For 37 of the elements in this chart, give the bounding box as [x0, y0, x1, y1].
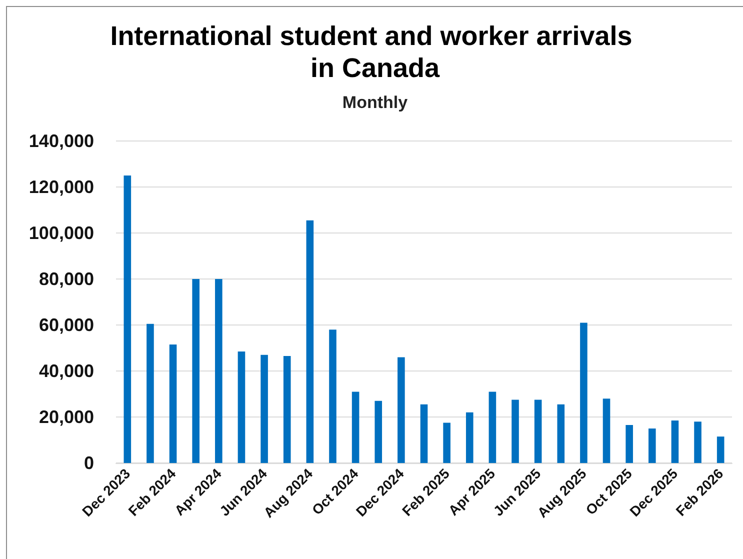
bar: [260, 354, 268, 463]
bar: [146, 324, 154, 463]
bar: [283, 356, 291, 463]
bar: [374, 400, 382, 463]
y-tick-label: 100,000: [28, 223, 94, 243]
bar: [557, 404, 565, 463]
bar: [124, 176, 132, 463]
y-tick-label: 80,000: [38, 269, 94, 289]
chart-title: International student and worker arrivals in Canada: [110, 21, 640, 83]
bar: [215, 279, 222, 463]
bar: [602, 398, 610, 463]
y-tick-label: 0: [84, 453, 94, 473]
bar: [648, 428, 656, 463]
y-tick-label: 60,000: [38, 315, 94, 335]
bar: [238, 351, 246, 463]
bar: [420, 404, 428, 463]
bar: [169, 344, 177, 463]
chart-subtitle: Monthly: [342, 93, 408, 112]
y-tick-label: 120,000: [28, 177, 94, 197]
y-tick-label: 20,000: [38, 407, 94, 427]
bar: [329, 330, 336, 463]
bar: [671, 420, 679, 463]
bar: [352, 392, 360, 463]
bar: [626, 425, 633, 463]
bar: [580, 322, 588, 463]
bar: [694, 422, 702, 463]
bar: [398, 357, 405, 463]
bar: [466, 412, 474, 463]
y-tick-label: 40,000: [38, 361, 94, 381]
bar: [443, 422, 450, 463]
bar: [192, 279, 200, 463]
bar: [716, 436, 724, 463]
bar: [306, 220, 314, 463]
bar: [512, 400, 519, 463]
bar: [534, 400, 542, 463]
bar: [488, 392, 496, 463]
y-tick-label: 140,000: [28, 131, 94, 151]
